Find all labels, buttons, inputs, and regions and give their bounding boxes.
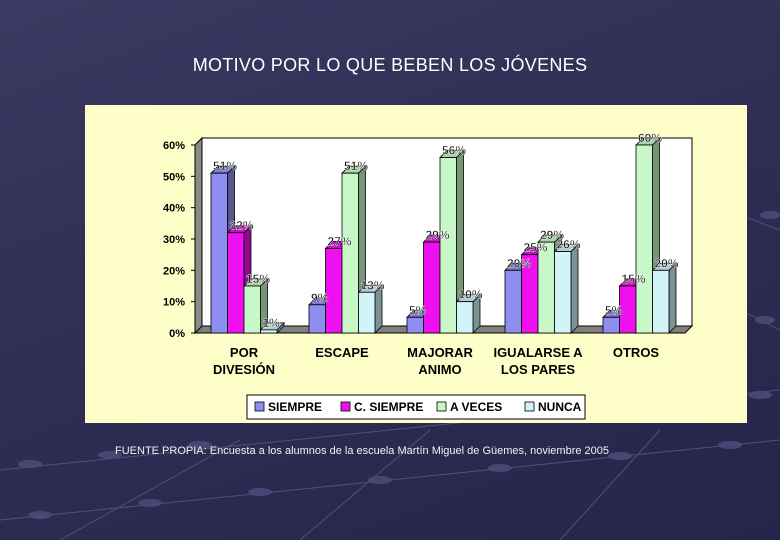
bar bbox=[358, 291, 376, 334]
bar-side bbox=[374, 284, 383, 334]
y-tick-label: 50% bbox=[163, 171, 185, 183]
legend-label: C. SIEMPRE bbox=[354, 400, 423, 414]
legend-label: SIEMPRE bbox=[268, 400, 322, 414]
data-label: 25% bbox=[524, 241, 548, 255]
legend-label: NUNCA bbox=[538, 400, 582, 414]
x-category-label: MAJORAR bbox=[407, 345, 473, 360]
bar bbox=[439, 157, 457, 334]
bar bbox=[652, 269, 670, 334]
data-label: 29% bbox=[426, 228, 450, 242]
bar bbox=[406, 316, 424, 334]
bar bbox=[260, 329, 278, 334]
data-label: 26% bbox=[557, 238, 581, 252]
x-category-label: ANIMO bbox=[418, 362, 461, 377]
data-label: 13% bbox=[361, 278, 385, 292]
data-label: 51% bbox=[344, 159, 368, 173]
legend-label: A VECES bbox=[450, 400, 502, 414]
bar bbox=[537, 241, 555, 334]
data-label: 29% bbox=[540, 228, 564, 242]
legend-swatch bbox=[340, 401, 351, 412]
bar bbox=[308, 304, 326, 334]
x-category-label: OTROS bbox=[613, 345, 660, 360]
chart-container: 0% 10% 20% 30% 40% 50% 60% 51% 9% 5% 20% 5% 32% 27% 29… bbox=[85, 105, 747, 423]
bar-side bbox=[570, 243, 579, 334]
legend-swatch bbox=[436, 401, 447, 412]
x-category-label: IGUALARSE A bbox=[493, 345, 583, 360]
x-category-label: POR bbox=[230, 345, 259, 360]
y-tick-label: 0% bbox=[169, 328, 185, 340]
source-note: FUENTE PROPIA: Encuesta a los alumnos de… bbox=[115, 445, 610, 457]
legend-box bbox=[246, 394, 586, 420]
y-tick-label: 20% bbox=[163, 265, 185, 277]
data-label: 1% bbox=[263, 316, 281, 330]
data-label: 5% bbox=[605, 303, 623, 317]
bar bbox=[456, 301, 474, 334]
legend-swatch bbox=[254, 401, 265, 412]
data-label: 60% bbox=[638, 131, 662, 145]
bar bbox=[635, 144, 653, 334]
bar bbox=[554, 251, 572, 334]
bar bbox=[504, 269, 522, 334]
data-label: 56% bbox=[442, 144, 466, 158]
data-label: 20% bbox=[507, 256, 531, 270]
data-label: 27% bbox=[328, 234, 352, 248]
y-tick-label: 60% bbox=[163, 140, 185, 152]
bar bbox=[602, 316, 620, 334]
y-tick-label: 40% bbox=[163, 203, 185, 215]
y-tick-label: 30% bbox=[163, 234, 185, 246]
bar bbox=[210, 172, 228, 334]
bar-chart: 0% 10% 20% 30% 40% 50% 60% 51% 9% 5% 20% 5% 32% 27% 29… bbox=[163, 131, 694, 420]
plot-side-wall bbox=[194, 136, 203, 335]
data-label: 15% bbox=[246, 272, 270, 286]
data-label: 10% bbox=[459, 288, 483, 302]
data-label: 15% bbox=[622, 272, 646, 286]
y-tick-label: 10% bbox=[163, 297, 185, 309]
bar-side bbox=[668, 262, 677, 334]
bar bbox=[423, 241, 441, 334]
legend-swatch bbox=[524, 401, 535, 412]
x-category-label: DIVESIÓN bbox=[213, 362, 275, 377]
data-label: 5% bbox=[409, 303, 427, 317]
data-label: 51% bbox=[213, 159, 237, 173]
slide-title: MOTIVO POR LO QUE BEBEN LOS JÓVENES bbox=[192, 55, 588, 75]
x-category-label: LOS PARES bbox=[501, 362, 575, 377]
x-category-label: ESCAPE bbox=[315, 345, 369, 360]
bar bbox=[227, 232, 245, 334]
data-label: 20% bbox=[655, 256, 679, 270]
bar bbox=[243, 285, 261, 334]
data-label: 9% bbox=[311, 291, 329, 305]
bar bbox=[341, 172, 359, 334]
data-label: 32% bbox=[230, 219, 254, 233]
